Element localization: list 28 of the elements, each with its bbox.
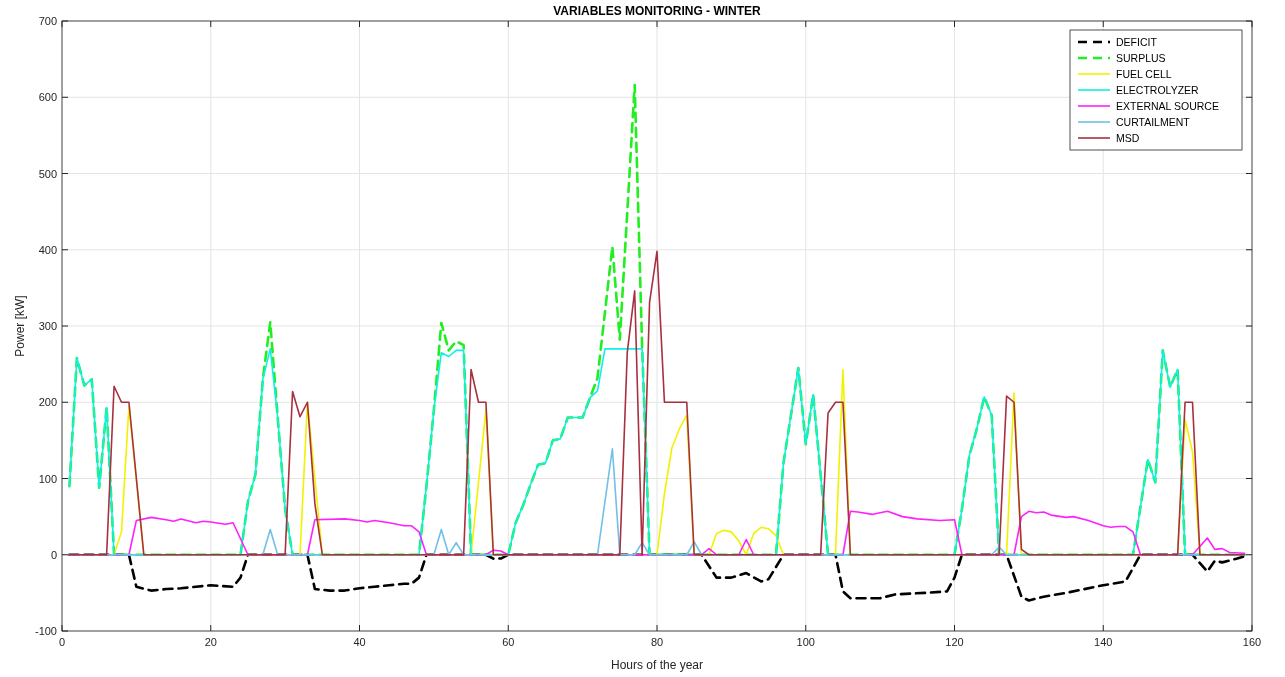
y-tick-label: 700 [38,15,57,27]
y-tick-label: 200 [38,396,57,409]
x-tick-label: 0 [58,636,66,648]
legend-label: CURTAILMENT [1116,116,1191,128]
chart-title: VARIABLES MONITORING - WINTER [553,4,762,18]
y-axis-title: Power [kW] [13,295,27,357]
legend-label: FUEL CELL [1116,68,1172,80]
y-tick-label: 600 [38,91,57,104]
x-tick-label: 20 [204,636,217,648]
x-tick-label: 100 [796,636,815,648]
legend-label: MSD [1116,132,1140,144]
x-tick-label: 120 [945,636,964,648]
y-tick-label: 400 [38,243,57,256]
legend-label: ELECTROLYZER [1116,84,1200,96]
x-tick-label: 80 [650,636,664,648]
x-tick-label: 60 [502,636,515,648]
legend-label: EXTERNAL SOURCE [1116,100,1219,112]
y-tick-label: 0 [50,548,57,561]
x-tick-label: 40 [353,636,366,648]
y-tick-label: 300 [38,320,57,332]
legend-label: DEFICIT [1116,36,1158,48]
y-tick-label: -100 [34,625,57,637]
y-tick-label: 100 [38,472,57,485]
legend-label: SURPLUS [1116,52,1166,64]
x-tick-label: 140 [1094,636,1113,648]
y-tick-label: 500 [38,167,57,180]
x-axis-title: Hours of the year [610,658,704,672]
x-tick-label: 160 [1242,636,1262,648]
